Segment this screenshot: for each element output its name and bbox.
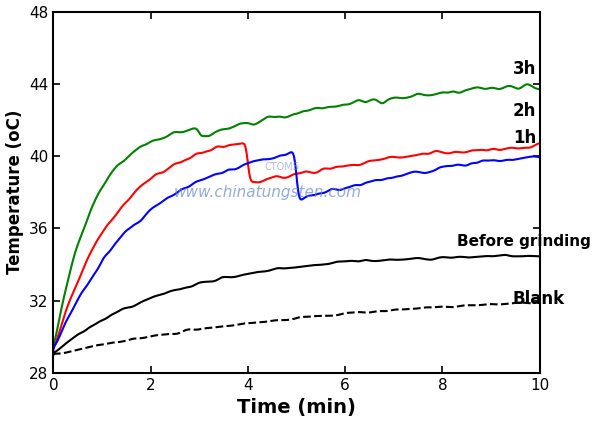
Text: Blank: Blank [513,290,565,308]
Text: 1h: 1h [513,129,536,147]
Text: www.chinatungsten.com: www.chinatungsten.com [173,185,361,200]
X-axis label: Time (min): Time (min) [237,398,356,418]
Text: 2h: 2h [513,102,536,120]
Text: Before grinding: Before grinding [457,233,591,249]
Text: CTOMS: CTOMS [265,162,299,172]
Y-axis label: Temperature (oC): Temperature (oC) [5,110,23,275]
Text: 3h: 3h [513,60,536,78]
